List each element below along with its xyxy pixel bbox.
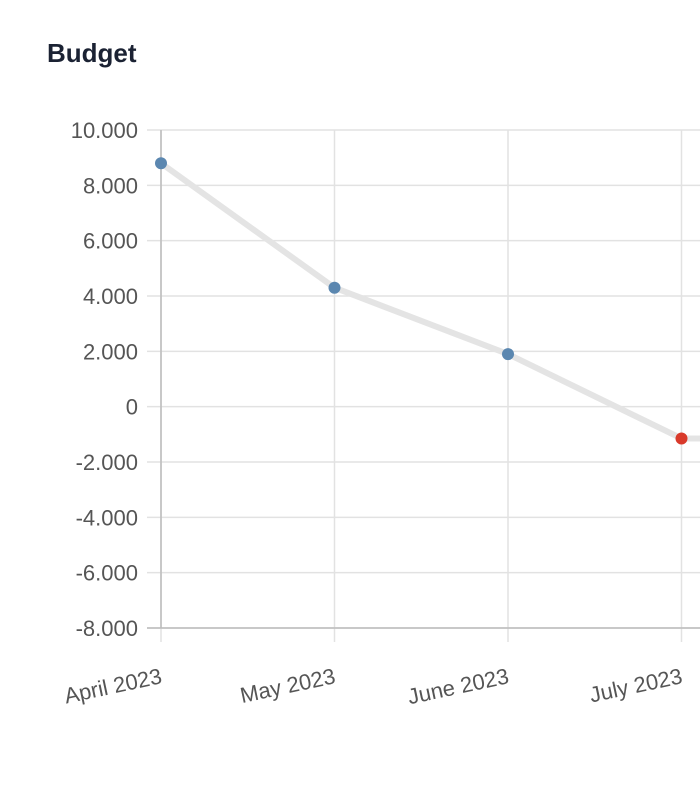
y-tick-label: -8.000: [76, 616, 138, 641]
series-line: [158, 160, 700, 442]
x-tick-label: May 2023: [238, 663, 338, 708]
y-tick-label: 6.000: [83, 229, 138, 254]
chart-title: Budget: [47, 38, 137, 68]
y-tick-label: -2.000: [76, 450, 138, 475]
data-point[interactable]: [155, 157, 167, 170]
y-tick-label: -6.000: [76, 561, 138, 586]
y-tick-label: -4.000: [76, 505, 138, 530]
data-point[interactable]: [675, 432, 688, 445]
grid: [147, 129, 700, 642]
budget-line: [158, 160, 700, 442]
y-tick-label: 2.000: [83, 339, 138, 364]
y-axis-tick-labels: 10.000 8.000 6.000 4.000 2.000 0 -2.000 -4.000 -…: [71, 118, 138, 641]
data-points[interactable]: [155, 157, 688, 445]
data-point[interactable]: [328, 281, 341, 294]
x-tick-label: June 2023: [405, 663, 511, 709]
y-tick-label: 8.000: [83, 173, 138, 198]
x-tick-label: April 2023: [62, 663, 164, 708]
y-tick-label: 0: [126, 395, 138, 420]
data-point[interactable]: [502, 348, 514, 361]
x-tick-label: July 2023: [587, 663, 684, 707]
y-tick-label: 10.000: [71, 118, 138, 143]
y-tick-label: 4.000: [83, 284, 138, 309]
axes: [147, 130, 700, 629]
x-axis-tick-labels: April 2023 May 2023 June 2023 July 2023: [62, 663, 685, 709]
